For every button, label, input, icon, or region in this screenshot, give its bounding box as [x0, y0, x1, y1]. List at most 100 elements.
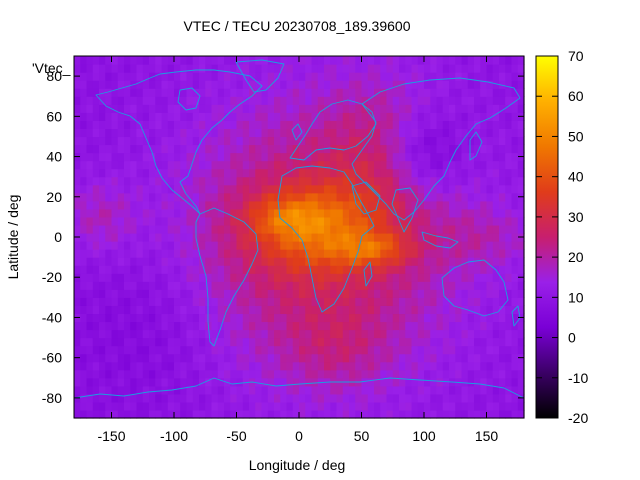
heatmap-cell — [374, 361, 381, 371]
heatmap-cell — [311, 313, 319, 323]
heatmap-cell — [142, 192, 150, 202]
heatmap-cell — [161, 200, 169, 210]
heatmap-cell — [199, 96, 206, 105]
heatmap-cell — [399, 241, 406, 250]
heatmap-cell — [142, 184, 150, 194]
heatmap-cell — [105, 377, 113, 387]
heatmap-cell — [192, 241, 200, 250]
heatmap-cell — [399, 409, 406, 419]
heatmap-cell — [467, 249, 475, 258]
heatmap-cell — [186, 88, 194, 97]
heatmap-cell — [142, 80, 150, 89]
coast-south-america — [195, 207, 259, 347]
heatmap-cell — [211, 56, 219, 65]
heatmap-cell — [280, 112, 288, 121]
heatmap-cell — [155, 241, 163, 250]
heatmap-cell — [117, 329, 125, 339]
heatmap-cell — [180, 393, 188, 403]
heatmap-cell — [167, 136, 175, 146]
heatmap-cell — [305, 393, 313, 403]
heatmap-cell — [80, 401, 88, 411]
heatmap-cell — [92, 337, 100, 347]
heatmap-cell — [299, 192, 306, 202]
heatmap-cell — [430, 88, 438, 97]
heatmap-cell — [305, 401, 313, 411]
heatmap-cell — [86, 353, 94, 363]
heatmap-cell — [511, 241, 519, 250]
heatmap-cell — [205, 297, 213, 306]
heatmap-cell — [236, 216, 244, 226]
heatmap-cell — [286, 192, 294, 202]
heatmap-cell — [392, 273, 400, 282]
heatmap-cell — [111, 297, 119, 306]
heatmap-cell — [267, 200, 275, 210]
heatmap-cell — [192, 329, 200, 339]
heatmap-cell — [80, 88, 88, 97]
heatmap-cell — [474, 409, 481, 419]
heatmap-cell — [105, 353, 113, 363]
heatmap-cell — [286, 393, 294, 403]
heatmap-cell — [424, 88, 431, 97]
heatmap-cell — [230, 184, 238, 194]
heatmap-cell — [449, 289, 456, 298]
heatmap-cell — [399, 337, 406, 347]
heatmap-cell — [149, 305, 156, 315]
heatmap-cell — [417, 393, 425, 403]
heatmap-cell — [386, 385, 394, 395]
heatmap-cell — [111, 401, 119, 411]
heatmap-cell — [324, 329, 331, 339]
heatmap-cell — [236, 257, 244, 266]
heatmap-cell — [386, 152, 394, 162]
heatmap-cell — [86, 361, 94, 371]
heatmap-cell — [149, 56, 156, 65]
heatmap-cell — [292, 72, 300, 81]
heatmap-cell — [249, 176, 256, 186]
heatmap-cell — [92, 353, 100, 363]
heatmap-cell — [361, 369, 369, 379]
heatmap-cell — [92, 305, 100, 315]
heatmap-cell — [280, 152, 288, 162]
heatmap-cell — [130, 56, 138, 65]
heatmap-cell — [105, 72, 113, 81]
heatmap-cell — [217, 96, 225, 105]
heatmap-cell — [236, 224, 244, 234]
heatmap-cell — [467, 289, 475, 298]
heatmap-cell — [142, 337, 150, 347]
heatmap-cell — [330, 112, 338, 121]
heatmap-cell — [217, 329, 225, 339]
heatmap-cell — [311, 88, 319, 97]
heatmap-cell — [130, 377, 138, 387]
heatmap-cell — [92, 64, 100, 73]
heatmap-cell — [249, 168, 256, 178]
heatmap-cell — [305, 305, 313, 315]
heatmap-cell — [442, 257, 450, 266]
heatmap-cell — [474, 224, 481, 234]
heatmap-cell — [517, 208, 525, 218]
heatmap-cell — [130, 249, 138, 258]
heatmap-cell — [274, 289, 281, 298]
heatmap-cell — [161, 345, 169, 355]
heatmap-cell — [130, 345, 138, 355]
heatmap-cell — [330, 120, 338, 129]
heatmap-cell — [92, 128, 100, 138]
heatmap-cell — [136, 72, 144, 81]
heatmap-cell — [380, 345, 388, 355]
heatmap-cell — [92, 144, 100, 154]
heatmap-cell — [386, 281, 394, 290]
heatmap-cell — [167, 369, 175, 379]
heatmap-cell — [224, 337, 231, 347]
heatmap-cell — [336, 160, 344, 170]
heatmap-cell — [105, 96, 113, 105]
heatmap-cell — [80, 160, 88, 170]
heatmap-cell — [492, 200, 500, 210]
heatmap-cell — [324, 184, 331, 194]
heatmap-cell — [330, 273, 338, 282]
heatmap-cell — [280, 184, 288, 194]
heatmap-cell — [330, 56, 338, 65]
heatmap-cell — [99, 257, 106, 266]
heatmap-cell — [455, 72, 463, 81]
heatmap-cell — [442, 80, 450, 89]
heatmap-cell — [224, 241, 231, 250]
heatmap-cell — [130, 321, 138, 331]
heatmap-cell — [267, 128, 275, 138]
